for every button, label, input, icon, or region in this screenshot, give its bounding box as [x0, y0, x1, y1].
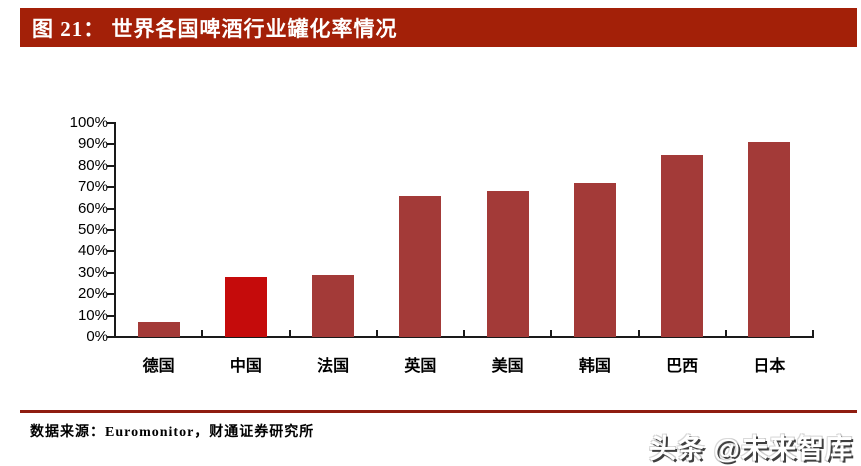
y-axis-tick	[107, 122, 114, 124]
y-axis-tick	[107, 336, 114, 338]
y-axis-tick	[107, 207, 114, 210]
y-axis-tick-label: 0%	[86, 328, 108, 345]
y-axis-tick	[107, 143, 114, 146]
bar-3	[399, 195, 442, 337]
bar-5	[573, 182, 616, 337]
x-axis-category-label: 韩国	[578, 358, 611, 375]
y-axis-tick	[107, 271, 114, 274]
x-axis-category-label: 法国	[317, 358, 350, 375]
x-axis-category-label: 巴西	[666, 358, 699, 375]
x-axis-category-label: 德国	[142, 358, 175, 375]
y-axis-tick	[107, 314, 114, 317]
y-axis-tick-label: 100%	[69, 114, 108, 131]
data-source-note: 数据来源：Euromonitor，财通证券研究所	[30, 425, 315, 440]
y-axis-tick	[107, 229, 114, 231]
x-axis-tick	[201, 330, 204, 336]
y-axis-tick	[107, 293, 114, 296]
x-axis-category-label: 美国	[491, 358, 524, 375]
bar-0	[137, 322, 180, 337]
x-axis-tick	[637, 330, 640, 336]
y-axis-tick-label: 70%	[77, 178, 108, 196]
y-axis-tick	[107, 250, 114, 253]
x-axis-tick	[463, 330, 465, 336]
y-axis-tick-label: 90%	[77, 135, 108, 153]
bar-2	[312, 274, 355, 337]
watermark-text: 头条 @未来智库	[649, 434, 853, 464]
x-axis-tick	[550, 330, 553, 336]
x-axis-category-label: 日本	[753, 358, 786, 375]
y-axis-tick	[107, 164, 114, 167]
y-axis-tick	[107, 186, 114, 189]
y-axis-tick-label: 50%	[77, 221, 108, 238]
bar-1	[224, 277, 267, 337]
x-axis-tick	[114, 330, 116, 336]
y-axis-tick-label: 40%	[77, 242, 108, 260]
footer-divider	[20, 410, 857, 413]
x-axis-category-label: 英国	[404, 358, 437, 375]
y-axis-tick-label: 10%	[77, 306, 108, 324]
y-axis-tick-label: 80%	[77, 156, 108, 174]
bar-6	[661, 155, 704, 337]
y-axis-tick-label: 20%	[77, 285, 108, 303]
figure-title: 图 21： 世界各国啤酒行业罐化率情况	[32, 16, 398, 41]
figure-title-bar: 图 21： 世界各国啤酒行业罐化率情况	[20, 8, 857, 47]
bar-7	[748, 142, 791, 337]
y-axis-tick-label: 30%	[77, 263, 108, 281]
x-axis-tick	[288, 330, 291, 336]
y-axis-tick-label: 60%	[77, 199, 108, 217]
x-axis-tick	[375, 330, 378, 336]
x-axis-category-label: 中国	[229, 358, 262, 375]
x-axis-tick	[724, 330, 727, 336]
x-axis-line	[113, 336, 814, 338]
bar-4	[486, 191, 529, 337]
y-axis-line	[114, 122, 116, 338]
x-axis-tick	[812, 330, 814, 336]
